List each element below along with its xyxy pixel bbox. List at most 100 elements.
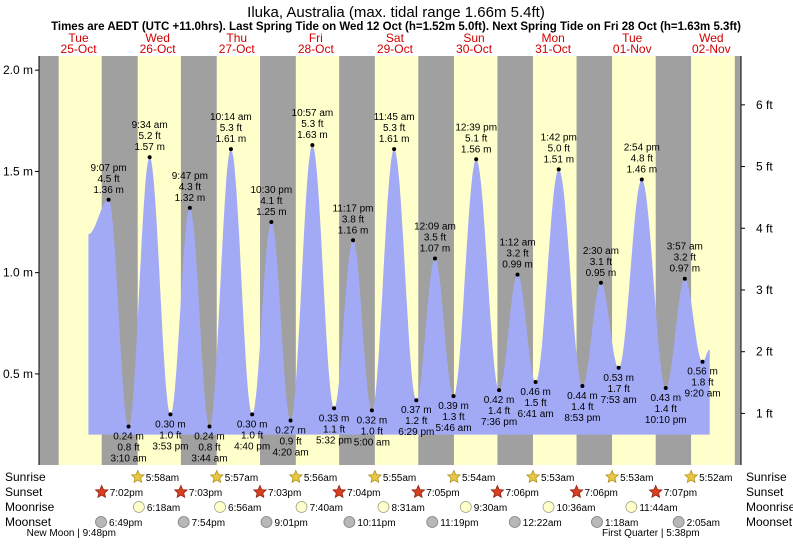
tide-point (700, 359, 705, 364)
tide-height-m: 0.44 m (567, 391, 598, 402)
sunset-time: 7:02pm (110, 488, 143, 499)
y-tick-label-left: 2.0 m (3, 63, 33, 77)
tide-point (106, 197, 111, 202)
tide-height-m: 0.43 m (650, 393, 681, 404)
tide-time: 6:41 am (518, 409, 554, 420)
tide-height-m: 1.61 m (379, 134, 410, 145)
tide-time: 10:10 pm (645, 415, 687, 426)
tide-time: 3:10 am (110, 454, 146, 465)
tide-height-ft: 1.7 ft (608, 384, 630, 395)
tide-curve (88, 145, 710, 435)
tide-point (310, 143, 315, 148)
sunrise-icon (525, 469, 541, 484)
day-date: 27-Oct (219, 42, 256, 56)
tide-time: 10:30 pm (251, 185, 293, 196)
tide-height-ft: 5.3 ft (301, 119, 323, 130)
tide-point (639, 177, 644, 182)
tide-height-ft: 0.8 ft (117, 443, 139, 454)
tide-height-m: 1.57 m (134, 142, 165, 153)
tide-height-ft: 1.0 ft (159, 430, 181, 441)
tide-time: 11:17 pm (333, 203, 374, 214)
tide-time: 2:54 pm (624, 143, 660, 154)
sunset-icon (173, 484, 189, 499)
tide-point (533, 379, 538, 384)
sunrise-time: 5:58am (146, 473, 179, 484)
moonset-time: 7:54pm (192, 518, 225, 529)
moonrise-time: 9:30am (474, 503, 507, 514)
tide-height-ft: 1.1 ft (323, 424, 345, 435)
tide-time: 6:29 pm (398, 427, 434, 438)
tide-height-m: 0.53 m (603, 373, 634, 384)
sunrise-icon (209, 469, 224, 484)
tide-height-ft: 1.4 ft (571, 402, 593, 413)
night-band (39, 56, 59, 465)
tide-point (515, 272, 520, 277)
moonset-icon (591, 516, 603, 528)
tide-point (228, 147, 233, 152)
y-tick-label-right: 5 ft (756, 160, 773, 174)
tide-time: 7:53 am (601, 395, 637, 406)
day-name: Wed (699, 31, 723, 45)
moonset-icon (177, 516, 190, 528)
sunrise-icon (446, 469, 462, 484)
moonset-icon (95, 516, 107, 528)
day-name: Thu (226, 31, 247, 45)
tide-height-m: 1.16 m (338, 225, 369, 236)
tide-point (269, 220, 274, 225)
sunset-icon (252, 484, 268, 499)
tide-height-m: 0.37 m (401, 405, 432, 416)
tide-height-ft: 5.3 ft (220, 123, 242, 134)
moonrise-time: 7:40am (310, 503, 343, 514)
sunset-time: 7:04pm (347, 488, 380, 499)
tide-point (556, 167, 561, 172)
moonrise-icon (295, 501, 308, 513)
chart-title: Iluka, Australia (max. tidal range 1.66m… (247, 4, 545, 21)
moonrise-time: 6:18am (147, 503, 180, 514)
tide-height-m: 1.32 m (175, 193, 206, 204)
tide-height-ft: 4.8 ft (631, 154, 653, 165)
moonrise-time: 11:44am (639, 503, 677, 514)
sunrise-time: 5:53am (620, 473, 653, 484)
tide-time: 10:57 am (292, 108, 334, 119)
tide-height-ft: 5.3 ft (383, 123, 405, 134)
moonset-time: 1:18am (605, 518, 638, 529)
y-tick-label-right: 4 ft (756, 221, 773, 235)
tide-height-m: 1.25 m (256, 207, 287, 218)
tide-height-ft: 4.5 ft (97, 174, 119, 185)
tide-height-m: 1.63 m (297, 130, 328, 141)
tide-height-m: 0.30 m (155, 419, 186, 430)
chart-subtitle: Times are AEDT (UTC +11.0hrs). Last Spri… (51, 21, 741, 33)
moonset-time: 11:19pm (440, 518, 478, 529)
sunrise-icon (288, 469, 303, 484)
day-date: 02-Nov (692, 42, 731, 56)
sunrise-time: 5:55am (383, 473, 416, 484)
day-name: Mon (541, 31, 564, 45)
moonset-time: 2:05am (687, 518, 720, 529)
tide-height-ft: 3.5 ft (424, 232, 446, 243)
row-label-left: Sunrise (5, 470, 46, 484)
day-date: 28-Oct (298, 42, 335, 56)
tide-time: 1:42 pm (541, 132, 577, 143)
tide-time: 3:53 pm (152, 441, 188, 452)
tide-time: 3:44 am (191, 454, 227, 465)
tide-time: 9:47 pm (172, 171, 208, 182)
moonrise-time: 10:36am (557, 503, 596, 514)
tide-point (332, 406, 337, 411)
sunrise-time: 5:52am (699, 473, 732, 484)
day-date: 26-Oct (140, 42, 177, 56)
moonrise-icon (459, 501, 472, 513)
tide-height-m: 1.56 m (461, 144, 492, 155)
sunrise-time: 5:56am (304, 473, 337, 484)
moonset-time: 9:01pm (274, 518, 307, 529)
sunset-icon (94, 484, 109, 499)
tide-point (288, 418, 293, 423)
tide-point (474, 157, 479, 162)
night-band (734, 56, 741, 465)
tide-height-ft: 5.0 ft (548, 143, 570, 154)
tide-height-m: 0.99 m (502, 260, 533, 271)
moonrise-icon (132, 501, 145, 513)
tide-point (369, 408, 374, 413)
sunrise-icon (684, 469, 699, 484)
day-name: Wed (145, 31, 169, 45)
